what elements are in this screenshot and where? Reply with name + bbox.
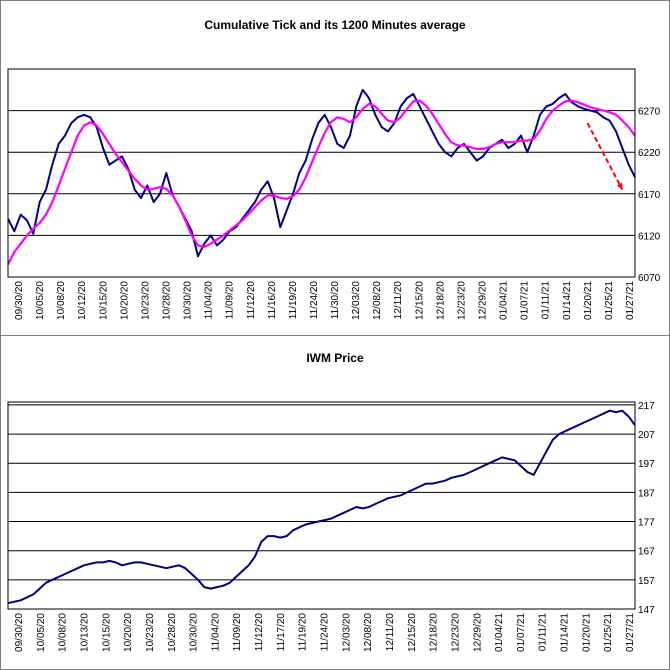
c2-ytick-label: 147 <box>638 605 655 616</box>
c1-xtick-label: 01/04/21 <box>499 281 510 320</box>
c2-ytick-label: 207 <box>638 430 655 441</box>
c2-xtick-label: 01/20/21 <box>581 613 592 652</box>
c1-xtick-label: 11/12/20 <box>246 281 257 320</box>
c1-xtick-label: 10/20/20 <box>119 281 130 320</box>
chart-divider <box>1 335 669 336</box>
c1-xtick-label: 11/04/20 <box>204 281 215 320</box>
c1-xtick-label: 12/29/20 <box>478 281 489 320</box>
c2-xtick-label: 10/08/20 <box>58 613 69 652</box>
cumulative-tick-chart: Cumulative Tick and its 1200 Minutes ave… <box>7 18 661 320</box>
iwm-price-chart: IWM Price 147 157 167 177 187 197 207 217 09/30… <box>7 351 655 652</box>
c2-xtick-label: 11/17/20 <box>276 613 287 652</box>
c1-xtick-label: 01/25/21 <box>604 281 615 320</box>
c2-xtick-label: 10/05/20 <box>36 613 47 652</box>
c1-series-2-line <box>7 99 636 265</box>
c2-xtick-label: 12/15/20 <box>407 613 418 652</box>
c2-xtick-label: 12/08/20 <box>363 613 374 652</box>
c2-ytick-label: 157 <box>638 576 655 587</box>
c2-xtick-label: 12/03/20 <box>341 613 352 652</box>
c2-xtick-label: 11/09/20 <box>232 613 243 652</box>
c2-xtick-label: 10/28/20 <box>167 613 178 652</box>
c2-xtick-label: 11/12/20 <box>254 613 265 652</box>
chart2-plot-area <box>7 401 636 610</box>
c1-xtick-label: 12/03/20 <box>351 281 362 320</box>
c2-xtick-label: 01/14/21 <box>560 613 571 652</box>
c2-xtick-label: 01/25/21 <box>603 613 614 652</box>
c1-ytick-label: 6220 <box>638 148 661 159</box>
c2-ytick-label: 167 <box>638 547 655 558</box>
c2-xtick-label: 12/18/20 <box>429 613 440 652</box>
chart1-plot-area <box>7 68 636 278</box>
c2-xtick-label: 01/04/21 <box>494 613 505 652</box>
c2-xtick-label: 11/24/20 <box>320 613 331 652</box>
chart2-title: IWM Price <box>306 351 364 365</box>
c1-xtick-label: 01/27/21 <box>625 281 636 320</box>
c2-xtick-label: 11/04/20 <box>210 613 221 652</box>
c1-xtick-label: 12/08/20 <box>372 281 383 320</box>
c1-series-1-line <box>7 88 636 258</box>
c2-xtick-label: 12/11/20 <box>385 613 396 652</box>
c2-xtick-label: 10/13/20 <box>79 613 90 652</box>
c1-ytick-label: 6270 <box>638 107 661 118</box>
c1-ytick-label: 6170 <box>638 190 661 201</box>
c1-xtick-label: 10/15/20 <box>98 281 109 320</box>
c2-ytick-label: 187 <box>638 488 655 499</box>
c1-xtick-label: 01/20/21 <box>583 281 594 320</box>
c1-xtick-label: 11/16/20 <box>267 281 278 320</box>
c1-xtick-label: 09/30/20 <box>14 281 25 320</box>
chart1-title: Cumulative Tick and its 1200 Minutes ave… <box>204 18 466 32</box>
c2-xtick-label: 01/27/21 <box>625 613 636 652</box>
c2-ytick-label: 177 <box>638 518 655 529</box>
c1-xtick-label: 10/30/20 <box>183 281 194 320</box>
c2-ytick-label: 197 <box>638 459 655 470</box>
c2-xtick-label: 10/20/20 <box>123 613 134 652</box>
c1-xtick-label: 10/05/20 <box>35 281 46 320</box>
c1-xtick-label: 12/11/20 <box>393 281 404 320</box>
c2-xtick-label: 11/19/20 <box>298 613 309 652</box>
c1-xtick-label: 11/19/20 <box>288 281 299 320</box>
c1-xtick-label: 10/12/20 <box>77 281 88 320</box>
c1-xtick-label: 10/28/20 <box>161 281 172 320</box>
c1-xtick-label: 11/09/20 <box>225 281 236 320</box>
c2-xtick-label: 01/07/21 <box>516 613 527 652</box>
c2-xtick-label: 12/29/20 <box>472 613 483 652</box>
c2-xtick-label: 09/30/20 <box>14 613 25 652</box>
c2-xtick-label: 10/15/20 <box>101 613 112 652</box>
c1-ytick-label: 6070 <box>638 273 661 284</box>
c1-xtick-label: 12/18/20 <box>435 281 446 320</box>
c1-annotation-arrowhead <box>616 182 623 190</box>
c1-xtick-label: 11/24/20 <box>309 281 320 320</box>
c1-xtick-label: 12/23/20 <box>456 281 467 320</box>
c1-xtick-label: 10/23/20 <box>140 281 151 320</box>
c1-xtick-label: 01/07/21 <box>520 281 531 320</box>
c1-xtick-label: 01/11/21 <box>541 281 552 320</box>
c2-ytick-label: 217 <box>638 401 655 412</box>
c1-ytick-label: 6120 <box>638 231 661 242</box>
c1-xtick-label: 10/08/20 <box>56 281 67 320</box>
c1-xtick-label: 11/30/20 <box>330 281 341 320</box>
c2-xtick-label: 01/11/21 <box>538 613 549 652</box>
c2-xtick-label: 10/30/20 <box>189 613 200 652</box>
c2-series-1-line <box>7 409 636 605</box>
c2-xtick-label: 12/23/20 <box>450 613 461 652</box>
c2-xtick-label: 10/23/20 <box>145 613 156 652</box>
c1-xtick-label: 01/14/21 <box>562 281 573 320</box>
c1-annotation-arrow <box>586 122 624 191</box>
c1-xtick-label: 12/15/20 <box>414 281 425 320</box>
